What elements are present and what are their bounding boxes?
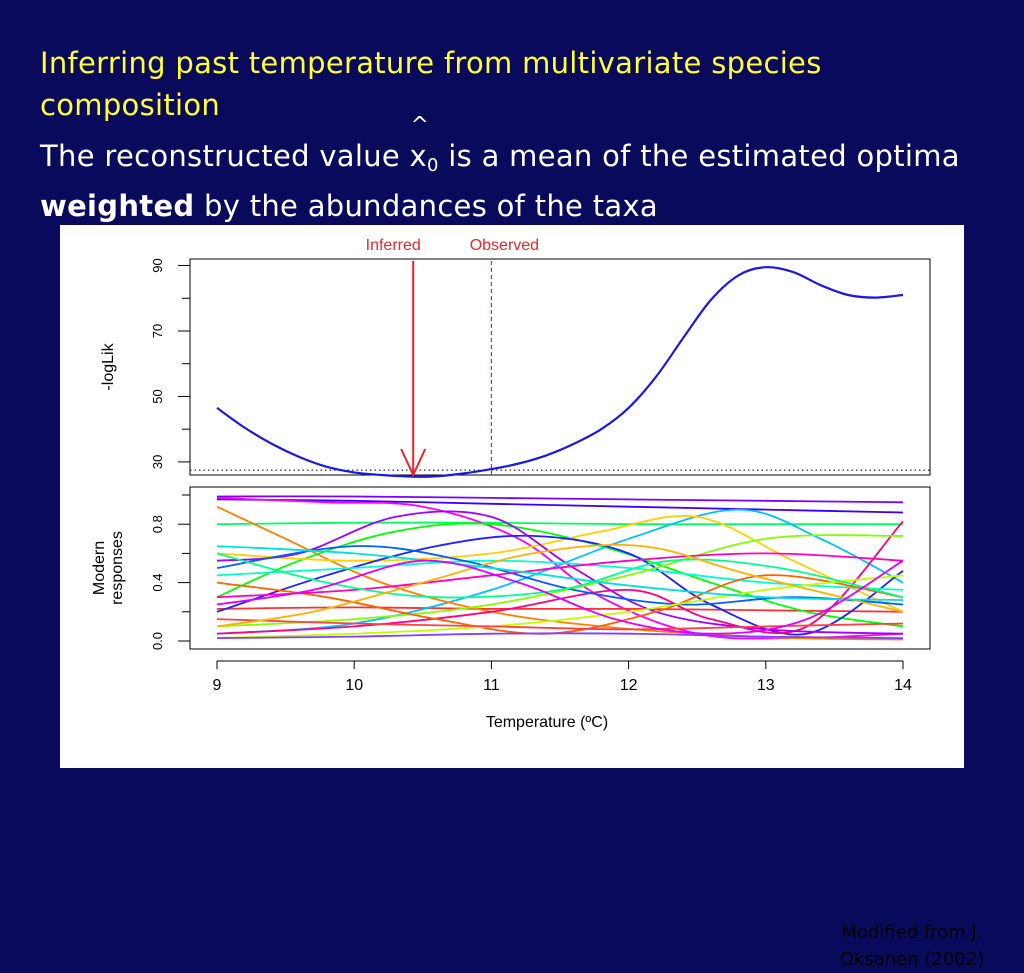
figure-panel: 30 50 70 90 -logLik Inferred Observed 0.0 0.4 0.8…: [60, 225, 984, 970]
subtitle-bold: weighted: [40, 189, 195, 223]
response-series-line: [216, 498, 904, 514]
top-y-tick-label: 90: [150, 258, 165, 272]
x-tick-label: 14: [894, 677, 912, 694]
top-y-tick-label: 50: [150, 389, 165, 403]
x-tick-label: 9: [213, 677, 222, 694]
x-tick-label: 12: [620, 677, 638, 694]
slide-title: Inferring past temperature from multivar…: [40, 46, 822, 122]
response-series-line: [216, 545, 904, 601]
x-tick-label: 11: [483, 677, 500, 694]
bottom-y-axis-label-line: Modern: [91, 541, 108, 595]
bottom-y-tick-label: 0.8: [150, 515, 165, 533]
response-series-line: [216, 543, 904, 628]
inferred-label: Inferred: [366, 237, 421, 254]
response-series-line: [216, 515, 904, 613]
chart-svg: 30 50 70 90 -logLik Inferred Observed 0.0 0.4 0.8…: [91, 237, 931, 731]
credit-text: Modified from J. Oksanen (2002): [839, 922, 985, 970]
inferred-arrow-head: [400, 448, 427, 478]
observed-label: Observed: [470, 237, 539, 254]
x-subscript: 0: [427, 155, 439, 176]
x-symbol: x: [409, 139, 428, 173]
response-series-line: [216, 552, 904, 599]
response-series-line: [216, 606, 904, 613]
top-panel-frame: [189, 258, 931, 476]
response-series-line: [216, 495, 904, 504]
bottom-y-tick-label: 0.4: [150, 574, 165, 592]
x-hat-symbol: ^ x0: [409, 115, 439, 186]
bottom-y-axis-label: Modernresponses: [91, 531, 126, 605]
response-series-line: [216, 534, 904, 628]
x-axis-label: Temperature (ºC): [486, 714, 608, 731]
response-series-line: [216, 632, 904, 639]
bottom-panel-frame: [189, 486, 931, 650]
response-series-line: [216, 559, 904, 635]
bottom-y-tick-label: 0.0: [150, 632, 165, 650]
x-tick-label: 13: [757, 677, 775, 694]
subtitle-suffix: by the abundances of the taxa: [194, 189, 658, 223]
response-series-line: [216, 534, 904, 636]
response-series-line: [216, 521, 903, 526]
loglik-series-line: [216, 266, 904, 478]
response-series-line: [216, 574, 904, 639]
response-series-line: [216, 559, 904, 591]
bottom-y-axis-label-line: responses: [109, 531, 126, 605]
subtitle-prefix: The reconstructed value: [40, 139, 410, 173]
top-y-tick-label: 30: [150, 455, 165, 469]
hat-accent: ^: [410, 113, 430, 138]
subtitle-mid: is a mean of the estimated optima: [438, 139, 960, 173]
slide-subtitle: The reconstructed value ^ x0 is a mean of…: [40, 115, 1000, 226]
x-tick-label: 10: [345, 677, 363, 694]
top-y-tick-label: 70: [150, 324, 165, 338]
response-series-line: [216, 522, 904, 628]
response-series-line: [216, 552, 904, 599]
response-series-line: [216, 545, 904, 606]
top-y-axis-label: -logLik: [100, 342, 117, 390]
